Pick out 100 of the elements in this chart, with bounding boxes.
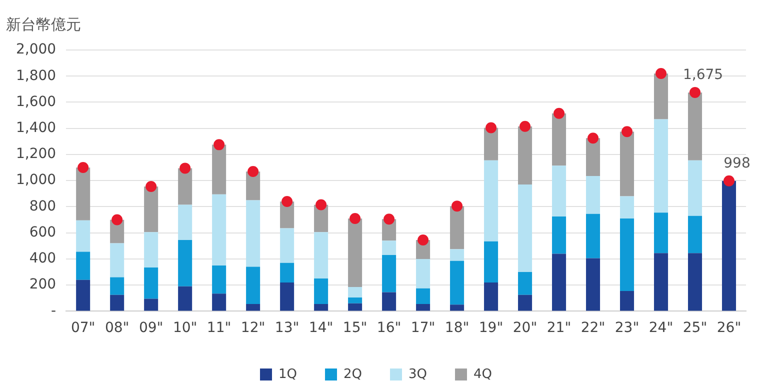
legend-label: 4Q [474, 366, 492, 382]
point [248, 166, 259, 177]
bar [416, 304, 430, 311]
bar [688, 92, 702, 160]
bar [654, 212, 668, 254]
bar [144, 267, 158, 299]
data-label: 998 [724, 156, 750, 172]
x-tick-label: 14" [308, 320, 334, 336]
bar [246, 266, 260, 304]
bar [246, 304, 260, 311]
y-tick-label: - [51, 302, 56, 319]
bar [76, 168, 90, 220]
bar [484, 282, 498, 311]
bar [620, 218, 634, 291]
point [724, 175, 734, 186]
bar [620, 132, 634, 196]
point [282, 196, 293, 207]
bar [280, 282, 294, 311]
bar [76, 252, 90, 280]
legend-label: 2Q [343, 366, 362, 382]
x-tick-label: 15" [342, 320, 368, 336]
legend-label: 3Q [408, 366, 428, 382]
x-tick-label: 18" [444, 320, 470, 336]
point [622, 126, 633, 138]
bar [178, 204, 192, 240]
bar [348, 303, 362, 311]
point [384, 214, 395, 225]
x-tick-label: 23" [614, 320, 640, 336]
bar [178, 240, 192, 286]
y-tick-label: 400 [29, 250, 56, 267]
x-tick-label: 11" [206, 320, 232, 336]
x-tick-label: 12" [240, 320, 266, 336]
bar [178, 286, 192, 311]
point [588, 132, 599, 144]
x-tick-label: 22" [580, 320, 606, 336]
bar [144, 186, 158, 232]
bar [212, 294, 226, 311]
bar [654, 119, 668, 213]
bar [314, 232, 328, 279]
bar [246, 200, 260, 267]
y-tick-label: 1,000 [16, 172, 56, 188]
y-axis-title: 新台幣億元 [6, 15, 81, 34]
bar [416, 288, 430, 304]
bar [552, 216, 566, 254]
y-tick-label: 1,200 [16, 146, 56, 162]
point [520, 120, 531, 132]
bar [280, 262, 294, 282]
x-tick-label: 07" [70, 320, 96, 336]
bar [688, 216, 702, 254]
bar [450, 249, 464, 261]
bar [484, 128, 498, 160]
x-tick-label: 24" [648, 320, 674, 336]
bar [212, 194, 226, 266]
point [146, 180, 157, 192]
point [486, 122, 497, 134]
bar [110, 277, 124, 295]
x-tick-label: 09" [138, 320, 164, 336]
bar [552, 166, 566, 217]
bar [620, 290, 634, 311]
bar [450, 206, 464, 250]
bar [76, 220, 90, 252]
point [350, 212, 361, 224]
bar [552, 254, 566, 311]
bar [586, 176, 600, 214]
point [656, 68, 667, 80]
point [214, 139, 225, 150]
bar [518, 184, 532, 272]
legend-label: 1Q [278, 366, 298, 382]
bar [382, 255, 396, 292]
bar [382, 240, 396, 256]
bar [382, 292, 396, 311]
x-tick-label: 13" [274, 320, 300, 336]
point [180, 162, 191, 174]
bar [688, 253, 702, 311]
y-tick-label: 1,400 [16, 120, 56, 136]
bar [314, 304, 328, 311]
bar [722, 180, 736, 311]
point [316, 199, 327, 210]
bar [178, 168, 192, 205]
x-tick-label: 26" [716, 320, 742, 336]
bar [348, 218, 362, 288]
y-tick-label: 1,800 [16, 68, 56, 84]
y-tick-label: 200 [29, 276, 56, 293]
bar [314, 278, 328, 304]
x-tick-label: 19" [478, 320, 504, 336]
point [452, 200, 463, 212]
bar [484, 241, 498, 282]
bar [110, 294, 124, 311]
point [690, 86, 701, 98]
point [554, 108, 565, 119]
bar [280, 228, 294, 263]
bar [450, 304, 464, 311]
bar [348, 297, 362, 304]
bar [212, 144, 226, 194]
y-tick-label: 600 [29, 224, 56, 240]
bar [110, 243, 124, 278]
bar [212, 265, 226, 294]
bar [620, 196, 634, 218]
x-tick-label: 08" [104, 320, 130, 336]
x-tick-label: 21" [546, 320, 572, 336]
